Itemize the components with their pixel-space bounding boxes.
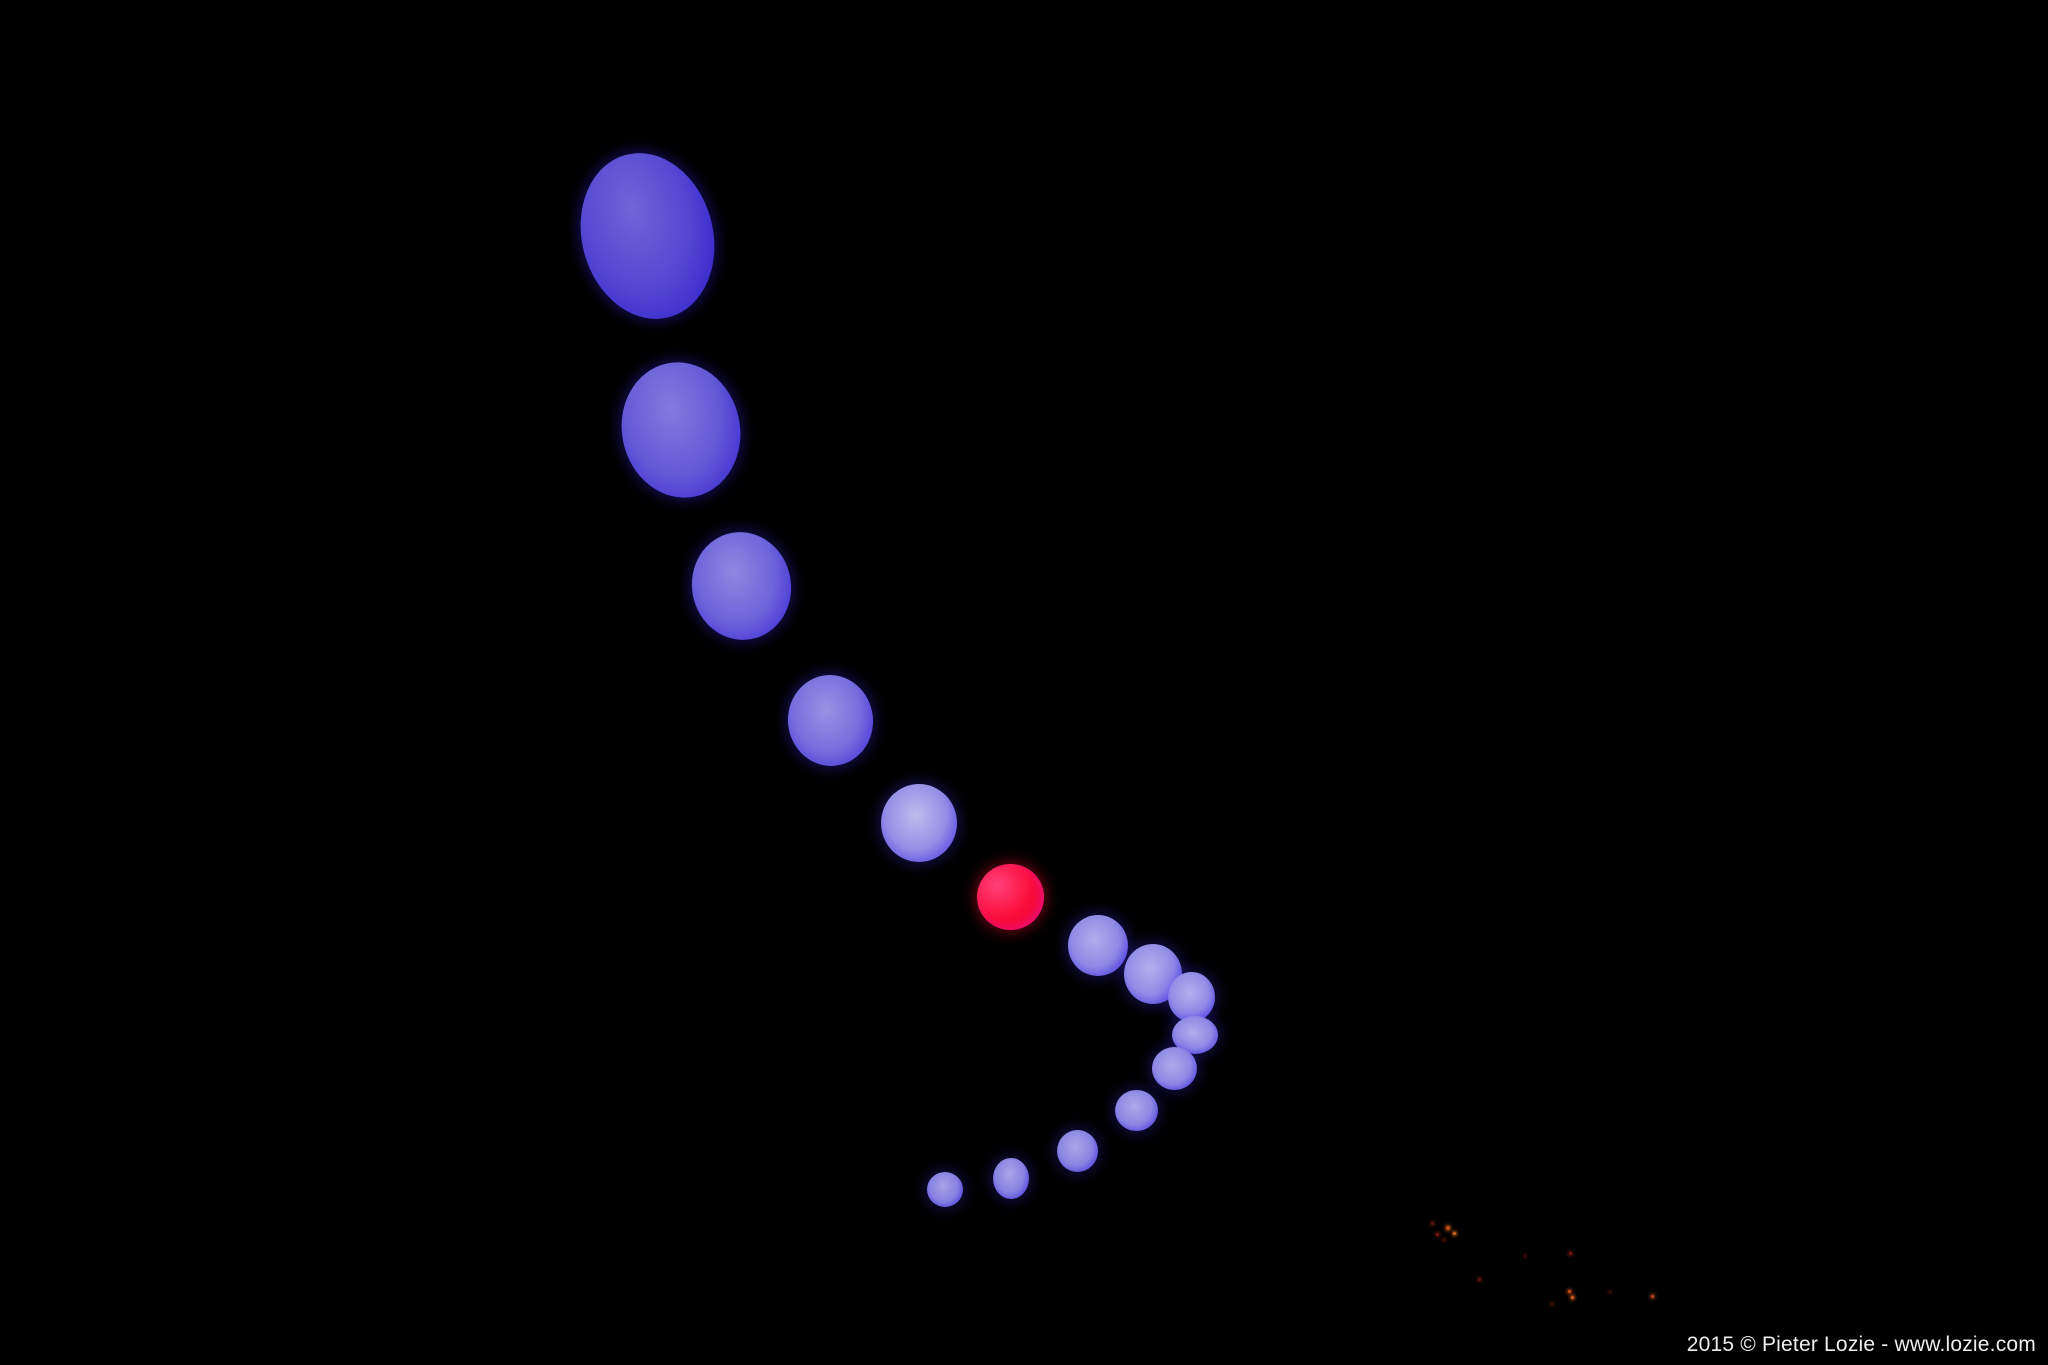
distant-light [1567, 1289, 1571, 1293]
balloon-01 [561, 137, 733, 335]
distant-light [1570, 1295, 1574, 1299]
balloon-12 [1056, 1130, 1098, 1172]
balloon-03 [682, 524, 800, 648]
balloon-11 [1114, 1089, 1158, 1131]
balloon-08 [1167, 972, 1215, 1022]
distant-light [1524, 1255, 1526, 1257]
copyright-watermark: 2015 © Pieter Lozie - www.lozie.com [1686, 1333, 2036, 1356]
balloon-10 [1151, 1046, 1197, 1090]
balloon-04 [782, 670, 878, 770]
distant-light [1650, 1294, 1654, 1298]
balloon-05 [881, 784, 957, 862]
distant-light [1430, 1221, 1434, 1225]
distant-light [1477, 1277, 1481, 1281]
balloon-14 [927, 1171, 963, 1207]
distant-light [1446, 1226, 1450, 1230]
balloon-06 [1068, 914, 1128, 976]
distant-light [1452, 1231, 1456, 1235]
balloon-13 [993, 1157, 1029, 1199]
distant-light [1443, 1239, 1445, 1241]
balloon-02 [609, 351, 753, 509]
distant-light [1568, 1251, 1572, 1255]
distant-light [1609, 1291, 1611, 1293]
distant-light [1551, 1303, 1553, 1305]
distant-light [1435, 1232, 1439, 1236]
balloon-red [976, 864, 1044, 930]
